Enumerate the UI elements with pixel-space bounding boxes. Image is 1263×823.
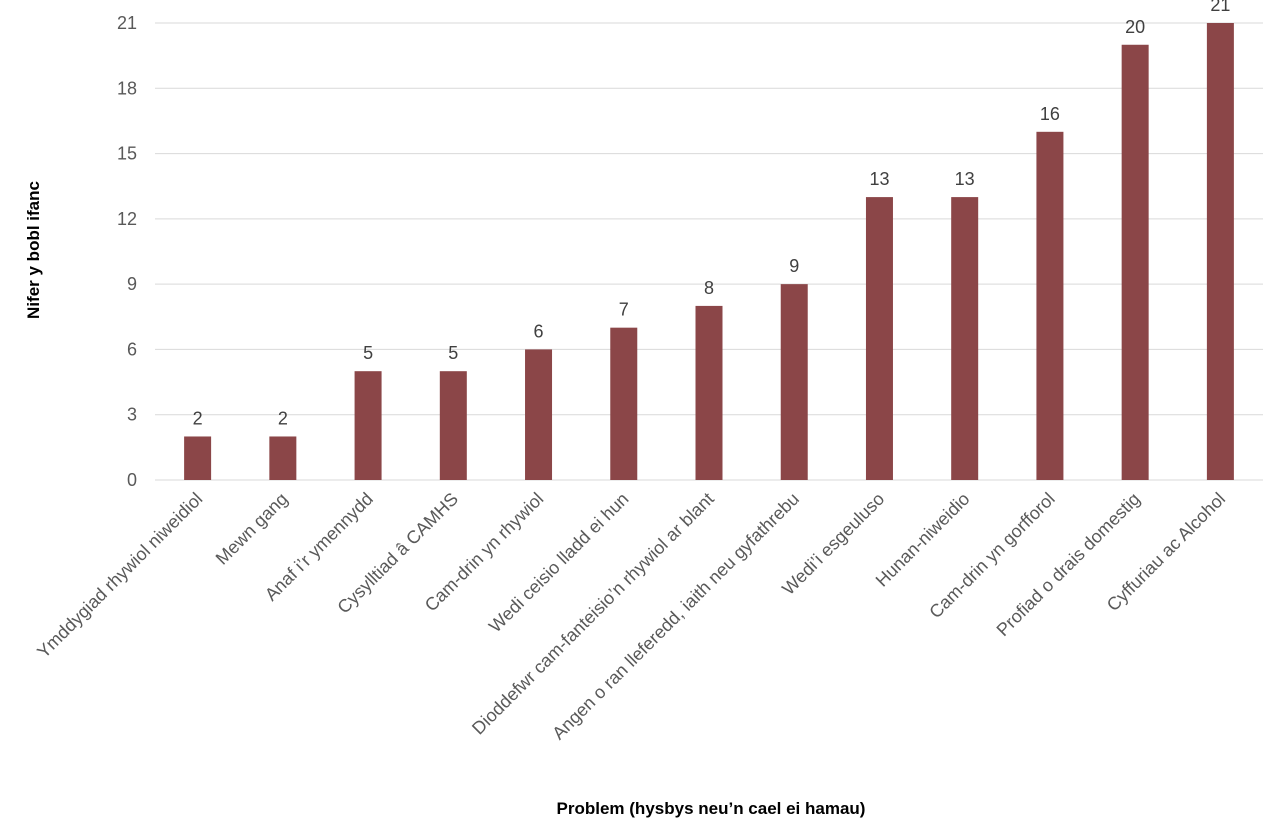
y-axis-title: Nifer y bobl ifanc bbox=[24, 181, 43, 319]
y-tick-label: 0 bbox=[127, 470, 137, 490]
bars bbox=[184, 23, 1234, 481]
bar bbox=[525, 349, 553, 480]
bar bbox=[1121, 44, 1149, 481]
data-label: 16 bbox=[1040, 104, 1060, 124]
x-axis-ticks: Ymddygiad rhywiol niweidiol Mewn gangAnaf… bbox=[33, 489, 1229, 744]
y-tick-label: 15 bbox=[117, 144, 137, 164]
bar bbox=[354, 371, 382, 480]
data-label: 13 bbox=[955, 169, 975, 189]
bar bbox=[951, 197, 979, 480]
x-tick-label: Profiad o drais domestig bbox=[993, 489, 1144, 640]
x-tick-label: Mewn gang bbox=[212, 489, 292, 569]
data-label: 6 bbox=[534, 321, 544, 341]
data-label: 5 bbox=[448, 343, 458, 363]
y-tick-label: 6 bbox=[127, 339, 137, 359]
y-tick-label: 9 bbox=[127, 274, 137, 294]
bar bbox=[780, 284, 808, 480]
bar bbox=[610, 327, 638, 480]
bar bbox=[695, 305, 723, 480]
data-label: 7 bbox=[619, 300, 629, 320]
x-tick-label: Ymddygiad rhywiol niweidiol bbox=[33, 489, 206, 662]
data-label: 2 bbox=[278, 408, 288, 428]
data-labels: 2 2 5 5 6 7 8 9 13 13 16 20 21 bbox=[193, 0, 1231, 428]
y-tick-label: 18 bbox=[117, 78, 137, 98]
data-label: 13 bbox=[869, 169, 889, 189]
y-tick-label: 21 bbox=[117, 13, 137, 33]
data-label: 2 bbox=[193, 408, 203, 428]
bar bbox=[1206, 23, 1234, 480]
y-tick-label: 12 bbox=[117, 209, 137, 229]
y-tick-label: 3 bbox=[127, 405, 137, 425]
bar bbox=[439, 371, 467, 480]
data-label: 8 bbox=[704, 278, 714, 298]
bar bbox=[269, 436, 297, 480]
bar bbox=[184, 436, 212, 480]
data-label: 9 bbox=[789, 256, 799, 276]
data-label: 5 bbox=[363, 343, 373, 363]
data-label: 20 bbox=[1125, 17, 1145, 37]
data-label: 21 bbox=[1210, 0, 1230, 15]
x-axis-title: Problem (hysbys neu’n cael ei hamau) bbox=[557, 799, 866, 818]
x-tick-label: Wedi ceisio lladd ei hun bbox=[485, 489, 633, 637]
bar bbox=[865, 197, 893, 480]
bar bbox=[1036, 131, 1064, 481]
y-axis-ticks: 0 3 6 9 12 15 18 21 bbox=[117, 13, 137, 490]
